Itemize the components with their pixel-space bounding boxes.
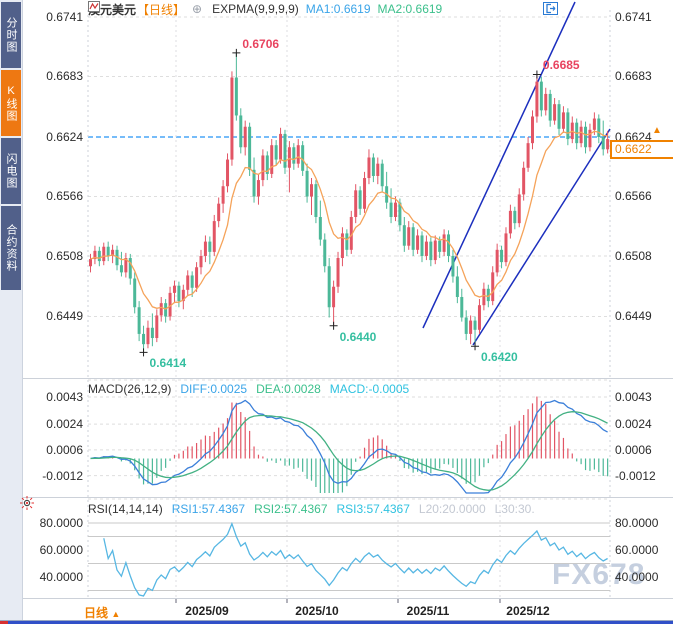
price-extreme-label: 0.6706 (242, 36, 280, 51)
macd-axis-tick: 0.0006 (615, 442, 652, 457)
price-axis-tick: 0.6566 (46, 189, 83, 204)
rsi-l30-value: L30:30. (494, 502, 535, 516)
price-axis-tick: 0.6683 (615, 69, 652, 84)
price-axis-tick: 0.6566 (615, 189, 652, 204)
price-axis-tick: 0.6741 (615, 10, 652, 24)
rsi-l20-value: L20:20.0000 (418, 502, 486, 516)
bottom-scroll-cap (0, 621, 8, 624)
panel-separator (23, 497, 673, 498)
macd-axis-tick: -0.0012 (42, 468, 83, 483)
x-axis-label: 2025/10 (295, 604, 339, 618)
bottom-scroll-track[interactable] (8, 621, 673, 624)
axis-scale-icon[interactable] (543, 2, 594, 15)
bottom-border (0, 620, 673, 621)
macd-diff-value: DIFF:0.0025 (180, 382, 248, 396)
x-axis-label: 2025/11 (406, 604, 450, 618)
rsi-axis-tick: 80.0000 (615, 516, 659, 530)
exit-chart-icon[interactable] (543, 2, 612, 15)
macd-axis-tick: -0.0012 (615, 468, 656, 483)
ma1-value: MA1:0.6619 (305, 2, 371, 16)
rsi1-value: RSI1:57.4367 (171, 502, 246, 516)
price-axis-tick: 0.6741 (46, 10, 83, 24)
macd-axis-tick: 0.0006 (46, 442, 83, 457)
sidebar-tab-timeshare[interactable]: 分时图 (1, 2, 21, 68)
macd-axis-tick: 0.0024 (46, 417, 83, 432)
sidebar-tab-kline[interactable]: K线图 (1, 70, 21, 136)
price-axis-tick: 0.6683 (46, 69, 83, 84)
macd-axis-tick: 0.0043 (46, 390, 83, 404)
macd-hist-value: MACD:-0.0005 (329, 382, 410, 396)
add-indicator-icon[interactable]: ⊕ (192, 2, 203, 16)
last-price-box: 0.6622 (610, 140, 673, 159)
macd-axis-tick: 0.0024 (615, 417, 652, 432)
price-axis-tick: 0.6508 (615, 248, 652, 263)
price-axis-tick: 0.6624 (46, 130, 83, 144)
chart-toolbar (543, 2, 612, 15)
sidebar-tab-contract[interactable]: 合约资料 (1, 206, 21, 290)
macd-dea-value: DEA:0.0028 (256, 382, 321, 396)
rsi-axis-tick: 80.0000 (39, 516, 83, 530)
rsi-axis-tick: 60.0000 (39, 543, 83, 557)
macd-axis-tick: 0.0043 (615, 390, 652, 404)
price-axis-tick: 0.6508 (46, 248, 83, 263)
x-axis-label: 2025/12 (506, 604, 550, 618)
indicator-label: EXPMA(9,9,9,9) (212, 2, 299, 16)
price-axis-tick: 0.6449 (46, 309, 83, 324)
period-arrow-icon: ▲ (111, 609, 121, 619)
price-extreme-label: 0.6414 (149, 356, 187, 371)
price-axis-tick: 0.6449 (615, 309, 652, 324)
macd-header: MACD(26,12,9) DIFF:0.0025 DEA:0.0028 MAC… (88, 382, 409, 396)
sidebar: 分时图 K线图 闪电图 合约资料 (0, 0, 23, 624)
panel-separator (0, 598, 673, 599)
price-extreme-label: 0.6440 (339, 329, 377, 344)
price-extreme-label: 0.6420 (481, 350, 518, 365)
macd-title: MACD(26,12,9) (88, 382, 172, 396)
panel-separator (23, 378, 673, 379)
rsi2-value: RSI2:57.4367 (254, 502, 328, 516)
rsi-axis-tick: 40.0000 (615, 570, 659, 584)
period-selector[interactable]: 日线 ▲ (84, 606, 121, 620)
rsi-title: RSI(14,14,14) (88, 502, 163, 516)
x-axis-label: 2025/09 (185, 604, 229, 618)
rsi3-value: RSI3:57.4367 (336, 502, 410, 516)
rsi-header: RSI(14,14,14) RSI1:57.4367 RSI2:57.4367 … (88, 502, 535, 516)
chart-header: 澳元美元 【日线】 ⊕ EXPMA(9,9,9,9) MA1:0.6619 MA2… (88, 1, 442, 17)
symbol-name: 澳元美元 (88, 2, 137, 17)
rsi-axis-tick: 40.0000 (39, 570, 83, 584)
price-extreme-label: 0.6685 (542, 58, 580, 73)
sidebar-tab-lightning[interactable]: 闪电图 (1, 138, 21, 204)
rsi-axis-tick: 60.0000 (615, 543, 659, 557)
price-up-arrow-icon: ▲ (652, 125, 662, 136)
axis-zoom-icon[interactable] (543, 2, 576, 15)
period-badge: 【日线】 (137, 2, 186, 17)
ma2-value: MA2:0.6619 (377, 2, 443, 16)
